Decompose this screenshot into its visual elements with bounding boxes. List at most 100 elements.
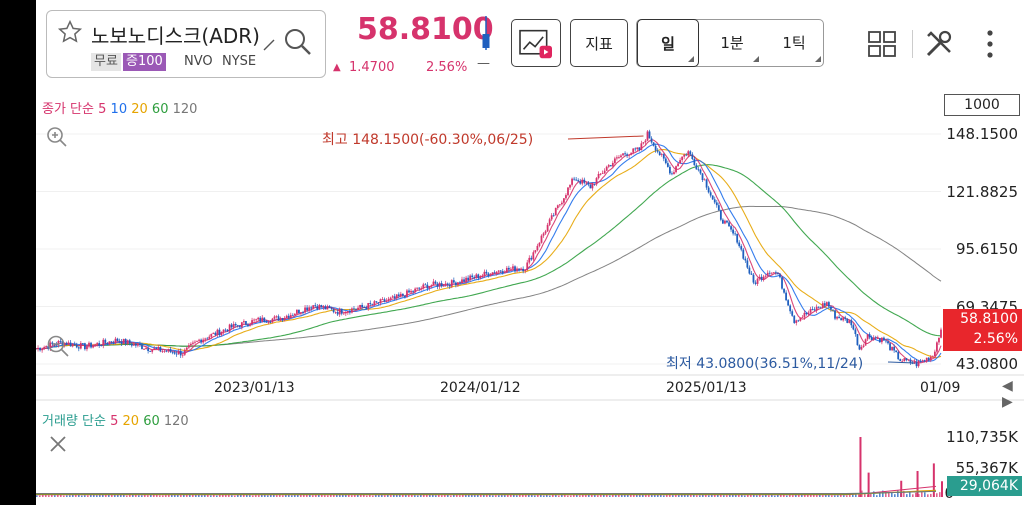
candle-body [695,165,698,170]
volume-bar [99,494,101,497]
candle-body [597,173,600,179]
more-vertical-icon[interactable] [980,28,1000,60]
scale-count-box[interactable]: 1000 [944,94,1020,116]
candle-body [677,163,679,167]
zoom-in-icon[interactable] [46,126,68,148]
volume-spike [900,480,903,497]
layout-grid-icon[interactable] [868,31,896,57]
volume-bar [612,494,614,497]
candle-body [267,322,270,323]
volume-bar [498,495,500,497]
volume-bar [747,494,749,497]
candle-body [334,312,337,313]
candle-body [430,285,433,287]
volume-bar [633,494,635,497]
volume-bar [906,494,908,497]
volume-bar [339,494,341,497]
volume-bar [258,495,260,497]
candle-body [318,305,321,310]
volume-bar [573,494,575,497]
candle-body [830,306,832,310]
candle-body [548,219,551,225]
candle-body [238,325,241,328]
volume-bar [849,494,851,497]
volume-bar [717,494,719,497]
volume-bar [351,495,353,497]
candle-body [813,309,816,311]
zoom-out-icon[interactable] [46,334,70,358]
candle-body [90,342,92,348]
candle-body [538,242,541,246]
candle-body [736,233,739,243]
period-day-button[interactable]: 일 [637,19,699,67]
volume-bar [855,493,857,497]
volume-bar [39,495,41,497]
candle-body [465,277,467,282]
volume-bar [504,495,506,497]
ma10-line [36,143,942,362]
stock-info-card[interactable]: 노보노디스크(ADR) 무료 증100 NVO NYSE [46,10,326,78]
candle-body [440,283,443,287]
volume-bar [483,495,485,497]
volume-bar [939,492,941,497]
candle-body [114,338,117,344]
candle-body [298,309,300,314]
candle-body [355,309,357,310]
volume-bar [369,494,371,497]
indicator-button[interactable]: 지표 [570,19,628,67]
period-selector: 일 1분 1틱 [636,19,824,67]
price-chart[interactable] [36,88,1024,505]
candle-body [827,302,830,307]
candle-body [719,210,722,220]
tools-icon[interactable] [923,28,955,60]
volume-bar [765,494,767,497]
candle-body [434,281,437,284]
search-icon[interactable] [283,27,313,57]
toolbar-divider [912,30,913,58]
volume-bar [411,494,413,497]
volume-bar [780,494,782,497]
star-icon[interactable] [57,19,83,45]
period-1min-button[interactable]: 1분 [701,20,763,66]
volume-bar [651,494,653,497]
candle-body [416,287,419,289]
candle-body [648,131,651,139]
period-1tick-button[interactable]: 1틱 [763,20,825,66]
candle-body [791,311,794,316]
candle-body [891,346,893,351]
candle-body [43,347,46,349]
candle-body [310,307,313,309]
candle-body [342,313,345,315]
volume-ma-legend[interactable]: 거래량 단순 5 20 60 120 [42,414,189,429]
volume-bar [870,493,872,497]
candle-body [442,285,445,287]
close-icon[interactable] [50,436,66,452]
candle-body [344,312,347,314]
candle-body [544,231,547,234]
candle-body [740,246,743,250]
volume-bar [606,494,608,497]
change-amount: 1.4700 [349,60,395,75]
candle-body [611,162,614,167]
volume-bar [96,495,98,497]
volume-bar [561,494,563,497]
candle-body [878,338,881,343]
candle-body [379,299,382,304]
chart-type-button[interactable] [511,19,561,67]
candle-body [340,308,343,314]
volume-bar [357,494,359,497]
high-annotation: 최고 148.1500(-60.30%,06/25) [322,132,534,148]
candle-body [314,305,317,307]
candle-body [583,179,586,183]
candle-body [51,342,54,344]
price-ma-legend[interactable]: 종가 단순 5 10 20 60 120 [42,102,198,117]
candle-body [108,341,111,344]
change-extra: — [477,56,490,71]
x-scroll-icon[interactable]: ◀ ▶ [1002,378,1013,410]
volume-bar [486,494,488,497]
volume-bar [918,493,920,497]
volume-bar [687,494,689,497]
volume-bar [813,494,815,497]
volume-bar [522,494,524,497]
low-annotation: 최저 43.0800(36.51%,11/24) [666,356,864,372]
